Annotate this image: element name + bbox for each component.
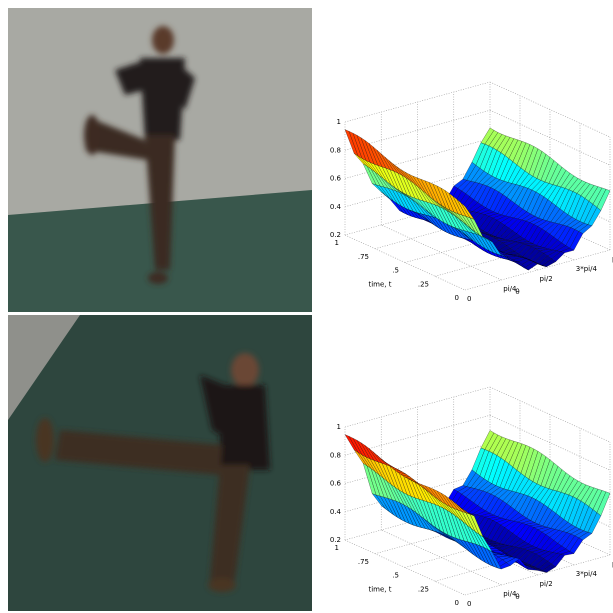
box-line xyxy=(344,539,466,596)
theta-tick-label: 0 xyxy=(467,295,471,303)
box-line xyxy=(381,224,502,281)
box-line xyxy=(344,234,466,291)
z-tick-label: 0.2 xyxy=(330,231,341,239)
theta-tick-label: 0 xyxy=(467,600,471,608)
photo-bottom xyxy=(8,315,312,611)
theta-tick-label: pi/4 xyxy=(503,590,517,598)
photo-top xyxy=(8,8,312,312)
surface-plot: 10.80.60.40.21.75.5.2500pi/4pi/23*pi/4pi… xyxy=(330,81,613,303)
theta-axis-label: θ xyxy=(515,593,519,601)
z-tick-label: 0.6 xyxy=(330,175,342,183)
box-line xyxy=(489,414,611,471)
theta-tick-label: 3*pi/4 xyxy=(576,570,598,578)
theta-tick-label: 3*pi/4 xyxy=(576,265,598,273)
z-tick-label: 1 xyxy=(337,118,341,126)
surface-patch xyxy=(460,507,475,516)
surface-plot: 10.80.60.40.21.75.5.2500pi/4pi/23*pi/4pi… xyxy=(330,386,613,608)
z-tick-label: 0.2 xyxy=(330,536,341,544)
time-axis-label: time, t xyxy=(368,281,391,289)
box-line xyxy=(489,109,611,166)
time-tick-label: 0 xyxy=(455,294,459,302)
time-tick-label: 1 xyxy=(335,239,339,247)
z-tick-label: 1 xyxy=(337,423,341,431)
box-line xyxy=(489,81,611,138)
time-tick-label: .75 xyxy=(358,253,369,261)
time-tick-label: .75 xyxy=(358,558,369,566)
time-tick-label: .5 xyxy=(392,267,399,275)
time-tick-label: .25 xyxy=(418,585,429,593)
time-tick-label: .25 xyxy=(418,280,429,288)
z-tick-label: 0.8 xyxy=(330,146,341,154)
z-tick-label: 0.4 xyxy=(330,203,342,211)
z-tick-label: 0.6 xyxy=(330,480,342,488)
time-axis-label: time, t xyxy=(368,586,391,594)
plots: 10.80.60.40.21.75.5.2500pi/4pi/23*pi/4pi… xyxy=(330,81,613,608)
time-tick-label: 1 xyxy=(335,544,339,552)
theta-tick-label: pi/2 xyxy=(540,580,553,588)
z-tick-label: 0.4 xyxy=(330,508,342,516)
time-tick-label: .5 xyxy=(392,572,399,580)
theta-axis-label: θ xyxy=(515,288,519,296)
box-line xyxy=(381,529,502,586)
surface-patch xyxy=(460,202,475,220)
theta-tick-label: pi/2 xyxy=(540,275,553,283)
theta-tick-label: pi/4 xyxy=(503,285,517,293)
time-tick-label: 0 xyxy=(455,599,459,607)
z-tick-label: 0.8 xyxy=(330,451,341,459)
box-line xyxy=(489,386,611,443)
